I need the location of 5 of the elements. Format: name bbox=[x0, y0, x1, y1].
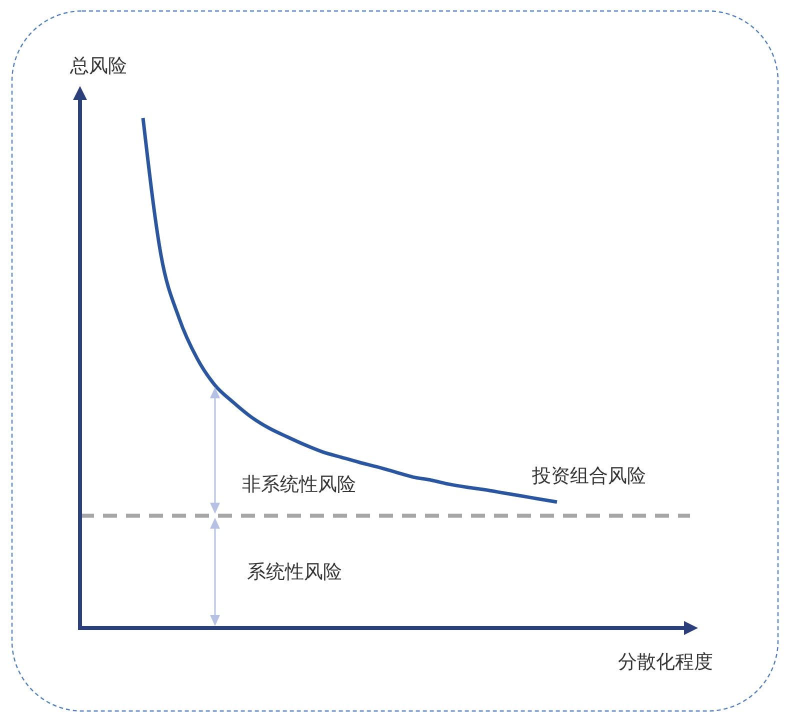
series-label: 投资组合风险 bbox=[531, 465, 646, 488]
annotation: 非系统性风险 bbox=[242, 474, 356, 496]
x-axis-title: 分散化程度 bbox=[618, 651, 713, 673]
annotation: 系统性风险 bbox=[247, 560, 342, 583]
y-axis-title: 总风险 bbox=[69, 55, 127, 77]
